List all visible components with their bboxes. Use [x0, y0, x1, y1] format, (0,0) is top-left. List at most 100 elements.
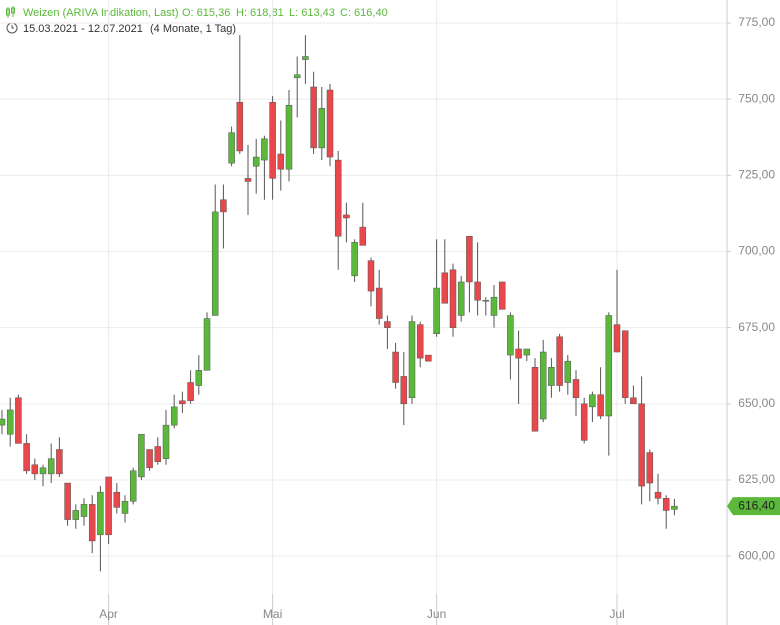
candle-body: [146, 449, 153, 469]
candle-body: [375, 287, 383, 319]
candle-body: [293, 74, 301, 79]
candle-body: [220, 199, 227, 213]
chart-title: Weizen (ARIVA Indikation, Last): [23, 7, 179, 19]
candle-body: [589, 394, 596, 408]
candle-body: [203, 318, 211, 371]
y-tick-label: 775,00: [738, 15, 775, 29]
candle-body: [129, 470, 137, 502]
last-price-badge: [727, 497, 780, 516]
candle-body: [121, 501, 129, 514]
x-tick-label: Apr: [99, 607, 118, 621]
candle-body: [187, 382, 194, 402]
x-tick-label: Jul: [609, 607, 624, 621]
candle-body: [621, 330, 629, 398]
candle-body: [302, 56, 309, 60]
candle-body: [474, 281, 481, 301]
candle-body: [269, 101, 276, 179]
x-tick-label: Mai: [263, 607, 282, 621]
candle-body: [334, 159, 342, 237]
candle-body: [638, 403, 645, 487]
candle-body: [138, 434, 145, 478]
candle-body: [466, 236, 473, 283]
candle-body: [236, 101, 244, 152]
candle-body: [56, 449, 63, 475]
candle-body: [195, 370, 203, 386]
period: 15.03.2021 - 12.07.2021: [23, 23, 143, 35]
candle-body: [548, 367, 555, 386]
candle-body: [654, 491, 662, 499]
candle-icon: [6, 6, 15, 18]
candle-body: [154, 446, 162, 462]
y-tick-label: 725,00: [738, 168, 775, 182]
candle-body: [408, 321, 416, 398]
y-tick-label: 625,00: [738, 472, 775, 486]
ohlc-label: L: 613,43: [289, 7, 335, 19]
candle-body: [277, 153, 285, 170]
y-tick-label: 600,00: [738, 548, 775, 562]
candle-body: [113, 491, 121, 508]
candle-body: [433, 287, 440, 334]
candle-body: [310, 86, 317, 149]
candle-body: [671, 505, 678, 510]
candle-body: [261, 138, 268, 161]
candle-body: [630, 397, 637, 405]
candle-body: [457, 281, 465, 316]
candle-body: [72, 510, 80, 520]
candle-body: [211, 211, 219, 316]
candle-body: [646, 452, 654, 484]
x-tick-label: Jun: [427, 607, 446, 621]
candle-body: [367, 260, 375, 292]
candle-body: [515, 348, 522, 359]
y-tick-label: 750,00: [738, 91, 775, 105]
candle-body: [105, 476, 112, 536]
candle-body: [170, 406, 178, 426]
candle-body: [64, 482, 71, 520]
candle-body: [162, 424, 170, 459]
candle-body: [6, 409, 14, 435]
candle-body: [400, 376, 408, 405]
candle-body: [482, 299, 490, 302]
candle-body: [564, 360, 572, 383]
candle-body: [416, 324, 424, 359]
candle-body: [539, 351, 547, 420]
candle-body: [384, 321, 391, 328]
candle-body: [531, 367, 539, 432]
y-tick-label: 650,00: [738, 396, 775, 410]
candle-body: [392, 351, 399, 383]
candle-body: [662, 498, 670, 511]
last-price-label: 616,40: [738, 498, 775, 512]
candle-body: [441, 272, 449, 304]
candle-body: [523, 348, 531, 356]
candle-body: [318, 108, 326, 149]
candle-body: [0, 418, 6, 426]
candle-body: [490, 296, 498, 316]
clock-icon: [6, 22, 18, 34]
candle-body: [351, 242, 358, 277]
candle-body: [572, 379, 580, 398]
candle-body: [613, 324, 621, 353]
y-tick-label: 700,00: [738, 244, 775, 258]
y-tick-label: 675,00: [738, 320, 775, 334]
candle-body: [507, 315, 514, 356]
candle-body: [244, 178, 252, 182]
candle-body: [23, 443, 30, 472]
period-length: (4 Monate, 1 Tag): [150, 23, 236, 35]
candle-body: [605, 315, 613, 417]
candle-body: [343, 214, 350, 219]
candle-body: [97, 491, 104, 536]
candle-body: [252, 156, 260, 167]
candle-body: [326, 89, 334, 158]
ohlc-label: H: 618,81: [236, 7, 284, 19]
candle-body: [31, 464, 39, 475]
candle-body: [359, 226, 367, 246]
candle-body: [39, 467, 47, 475]
candle-body: [285, 105, 293, 170]
candle-body: [425, 354, 432, 362]
candle-body: [80, 504, 88, 517]
ohlc-label: C: 616,40: [340, 7, 388, 19]
candle-body: [47, 458, 55, 475]
candle-body: [580, 403, 588, 441]
candle-body: [556, 336, 563, 386]
